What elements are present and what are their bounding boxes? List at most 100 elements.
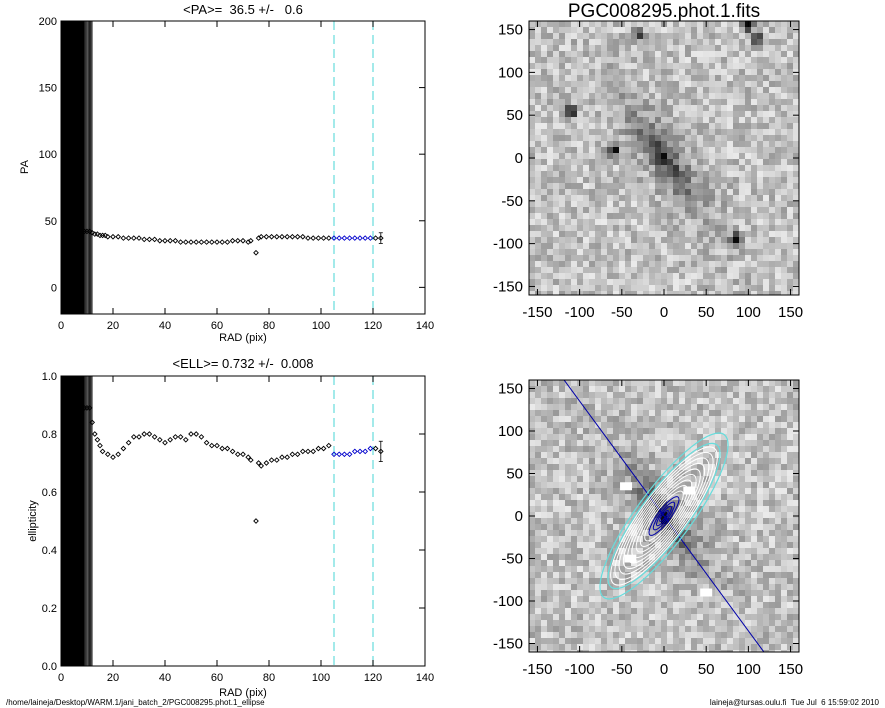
image-pixel — [727, 446, 733, 452]
image-pixel — [679, 476, 685, 482]
image-pixel — [619, 536, 625, 542]
image-pixel — [595, 261, 601, 267]
data-point — [229, 448, 236, 455]
image-pixel — [601, 267, 607, 273]
image-pixel — [721, 267, 727, 273]
image-pixel — [601, 177, 607, 183]
image-pixel — [625, 141, 631, 147]
image-pixel — [781, 117, 787, 123]
image-pixel — [565, 398, 571, 404]
data-point — [177, 434, 184, 440]
image-pixel — [559, 87, 565, 93]
image-pixel — [673, 243, 679, 249]
image-pixel — [577, 620, 583, 626]
image-pixel — [529, 554, 535, 560]
image-pixel — [643, 291, 649, 295]
image-pixel — [685, 638, 691, 644]
image-pixel — [751, 87, 757, 93]
image-pixel — [667, 45, 673, 51]
image-pixel — [787, 267, 793, 273]
image-pixel — [637, 237, 643, 243]
image-pixel — [571, 620, 577, 626]
image-pixel — [535, 171, 541, 177]
image-pixel — [631, 644, 637, 650]
image-pixel — [739, 189, 745, 195]
image-pixel — [583, 207, 589, 213]
image-pixel — [721, 584, 727, 590]
image-pixel — [781, 524, 787, 530]
y-tick-label: 0 — [515, 150, 523, 167]
image-pixel — [739, 75, 745, 81]
image-pixel — [577, 470, 583, 476]
image-pixel — [691, 237, 697, 243]
image-pixel — [721, 596, 727, 602]
image-pixel — [673, 638, 679, 644]
image-pixel — [559, 638, 565, 644]
image-pixel — [559, 237, 565, 243]
image-pixel — [577, 476, 583, 482]
image-pixel — [703, 548, 709, 554]
image-pixel — [607, 578, 613, 584]
image-pixel — [547, 213, 553, 219]
image-pixel — [595, 39, 601, 45]
image-pixel — [757, 620, 763, 626]
image-pixel — [703, 249, 709, 255]
image-pixel — [715, 572, 721, 578]
image-pixel — [571, 518, 577, 524]
image-pixel — [697, 458, 703, 464]
image-pixel — [595, 488, 601, 494]
image-pixel — [547, 638, 553, 644]
image-pixel — [547, 584, 553, 590]
image-pixel — [697, 392, 703, 398]
image-pixel — [589, 380, 595, 386]
image-pixel — [553, 548, 559, 554]
image-pixel — [655, 291, 661, 295]
image-pixel — [733, 428, 739, 434]
image-pixel — [721, 644, 727, 650]
image-pixel — [757, 285, 763, 291]
image-pixel — [607, 213, 613, 219]
image-pixel — [535, 542, 541, 548]
image-pixel — [691, 123, 697, 129]
image-pixel — [775, 386, 781, 392]
image-pixel — [655, 398, 661, 404]
image-pixel — [529, 21, 535, 27]
image-pixel — [697, 75, 703, 81]
image-pixel — [613, 33, 619, 39]
data-point — [255, 460, 262, 466]
image-pixel — [793, 488, 799, 494]
image-pixel — [577, 255, 583, 261]
image-pixel — [745, 572, 751, 578]
image-pixel — [559, 644, 565, 650]
image-pixel — [553, 123, 559, 129]
image-pixel — [571, 123, 577, 129]
image-pixel — [565, 572, 571, 578]
image-pixel — [679, 189, 685, 195]
image-pixel — [625, 201, 631, 207]
image-pixel — [589, 536, 595, 542]
image-pixel — [589, 590, 595, 596]
image-pixel — [727, 440, 733, 446]
image-pixel — [565, 392, 571, 398]
image-pixel — [667, 638, 673, 644]
image-pixel — [667, 446, 673, 452]
image-pixel — [625, 596, 631, 602]
image-pixel — [673, 57, 679, 63]
image-pixel — [691, 291, 697, 295]
image-pixel — [685, 249, 691, 255]
image-pixel — [751, 207, 757, 213]
image-pixel — [763, 422, 769, 428]
image-pixel — [757, 488, 763, 494]
image-pixel — [757, 380, 763, 386]
image-pixel — [757, 434, 763, 440]
image-pixel — [571, 398, 577, 404]
image-pixel — [553, 93, 559, 99]
image-pixel — [721, 542, 727, 548]
image-pixel — [793, 482, 799, 488]
image-pixel — [661, 45, 667, 51]
image-pixel — [535, 225, 541, 231]
image-pixel — [637, 165, 643, 171]
image-pixel — [787, 554, 793, 560]
image-pixel — [727, 225, 733, 231]
